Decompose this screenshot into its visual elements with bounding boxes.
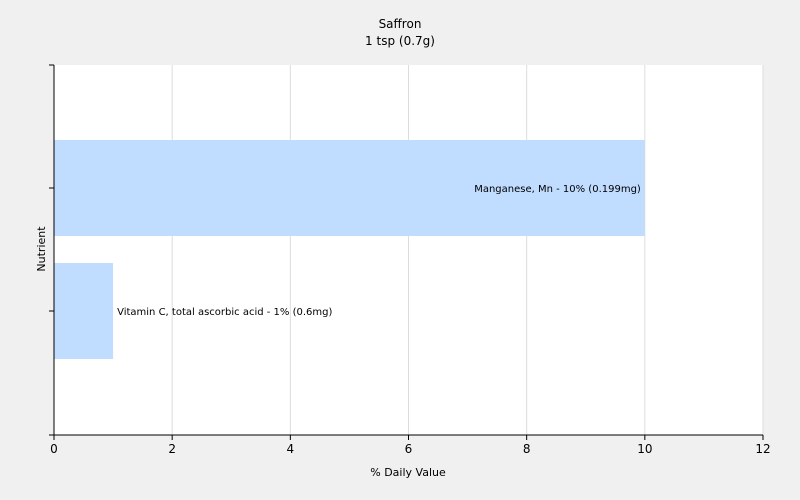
x-tick-label: 8: [523, 442, 531, 456]
x-tick-label: 12: [755, 442, 770, 456]
x-tick-label: 6: [405, 442, 413, 456]
grid-lines: [171, 65, 764, 435]
x-tick-label: 0: [50, 442, 58, 456]
x-tick-label: 10: [637, 442, 652, 456]
bar: [54, 263, 114, 359]
x-tick-label: 4: [287, 442, 295, 456]
bars: Manganese, Mn - 10% (0.199mg) Vitamin C, …: [54, 140, 645, 359]
x-tick-label: 2: [168, 442, 176, 456]
axes: 0 2 4 6 8 10 12: [49, 64, 771, 456]
bar-data-label: Manganese, Mn - 10% (0.199mg): [474, 184, 641, 195]
y-axis-label: Nutrient: [35, 226, 48, 272]
bar-data-label: Vitamin C, total ascorbic acid - 1% (0.6…: [117, 307, 332, 318]
x-axis-label: % Daily Value: [370, 466, 446, 479]
chart-subtitle: 1 tsp (0.7g): [365, 34, 435, 48]
chart-title: Saffron: [379, 17, 422, 31]
bar: [54, 140, 645, 236]
